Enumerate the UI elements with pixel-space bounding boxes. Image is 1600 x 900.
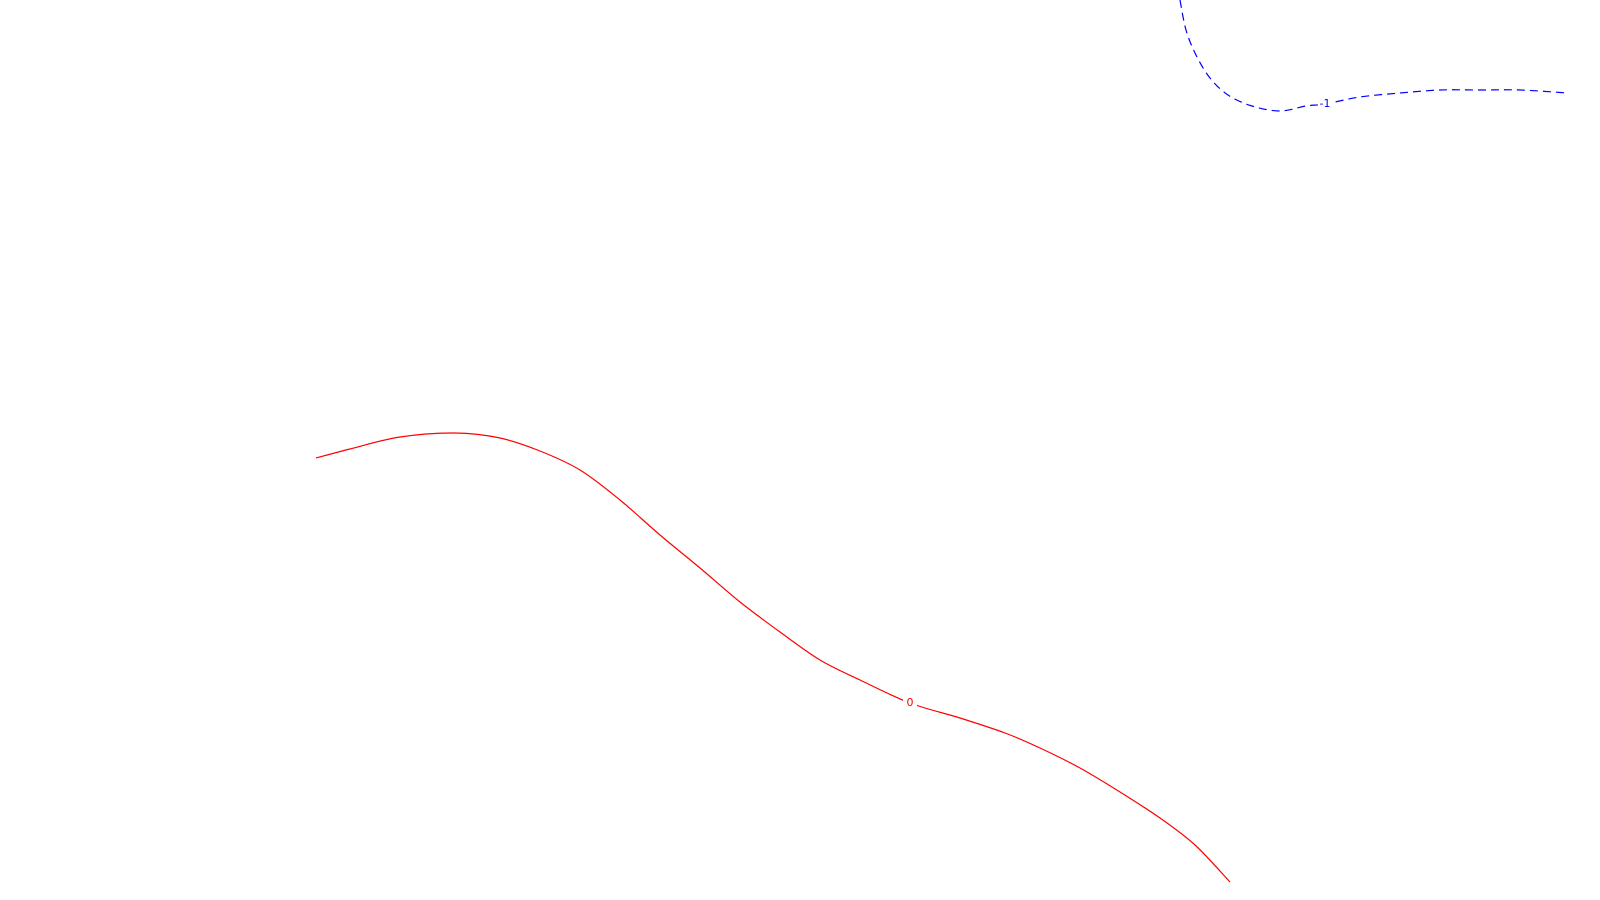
contour-label-neg1: -1 — [1320, 97, 1331, 110]
contour-label-background — [1318, 97, 1332, 111]
contour-lines-group: -1 0 — [315, 0, 1569, 883]
contour-label-background — [903, 696, 917, 710]
contour-line-neg1 — [1179, 0, 1569, 112]
contour-label-0: 0 — [907, 696, 914, 709]
contour-line-0 — [315, 432, 1231, 883]
